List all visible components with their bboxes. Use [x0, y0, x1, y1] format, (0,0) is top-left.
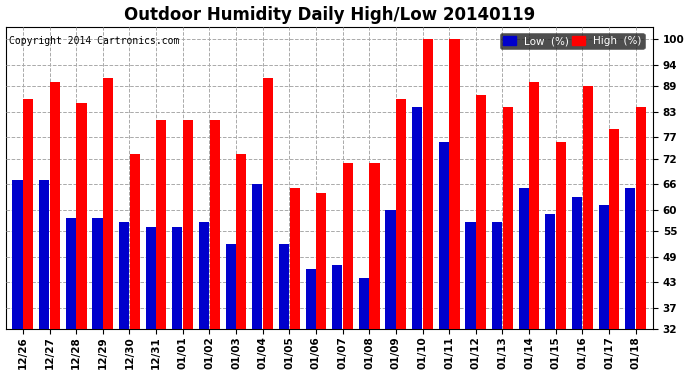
Bar: [279, 244, 289, 329]
Bar: [423, 39, 433, 329]
Bar: [343, 163, 353, 329]
Bar: [386, 210, 395, 329]
Bar: [529, 82, 540, 329]
Bar: [492, 222, 502, 329]
Bar: [556, 141, 566, 329]
Bar: [599, 206, 609, 329]
Bar: [503, 107, 513, 329]
Bar: [103, 78, 113, 329]
Legend: Low  (%), High  (%): Low (%), High (%): [500, 33, 644, 50]
Bar: [412, 107, 422, 329]
Bar: [582, 86, 593, 329]
Bar: [146, 227, 156, 329]
Bar: [236, 154, 246, 329]
Bar: [183, 120, 193, 329]
Bar: [609, 129, 620, 329]
Bar: [449, 39, 460, 329]
Bar: [12, 180, 23, 329]
Bar: [23, 99, 33, 329]
Bar: [396, 99, 406, 329]
Bar: [50, 82, 60, 329]
Bar: [519, 188, 529, 329]
Bar: [210, 120, 219, 329]
Bar: [226, 244, 236, 329]
Bar: [545, 214, 555, 329]
Bar: [130, 154, 140, 329]
Bar: [199, 222, 209, 329]
Bar: [625, 188, 635, 329]
Bar: [476, 94, 486, 329]
Bar: [253, 184, 262, 329]
Bar: [66, 218, 76, 329]
Bar: [119, 222, 129, 329]
Bar: [306, 269, 316, 329]
Bar: [316, 193, 326, 329]
Title: Outdoor Humidity Daily High/Low 20140119: Outdoor Humidity Daily High/Low 20140119: [124, 6, 535, 24]
Bar: [572, 197, 582, 329]
Bar: [172, 227, 182, 329]
Bar: [359, 278, 369, 329]
Bar: [92, 218, 103, 329]
Bar: [439, 141, 449, 329]
Bar: [636, 107, 646, 329]
Bar: [39, 180, 49, 329]
Bar: [77, 103, 86, 329]
Bar: [332, 265, 342, 329]
Bar: [157, 120, 166, 329]
Bar: [369, 163, 380, 329]
Text: Copyright 2014 Cartronics.com: Copyright 2014 Cartronics.com: [9, 36, 179, 46]
Bar: [466, 222, 475, 329]
Bar: [263, 78, 273, 329]
Bar: [290, 188, 299, 329]
